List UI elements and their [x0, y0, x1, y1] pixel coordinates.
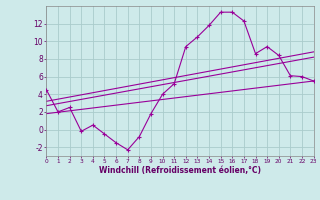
X-axis label: Windchill (Refroidissement éolien,°C): Windchill (Refroidissement éolien,°C) — [99, 166, 261, 175]
